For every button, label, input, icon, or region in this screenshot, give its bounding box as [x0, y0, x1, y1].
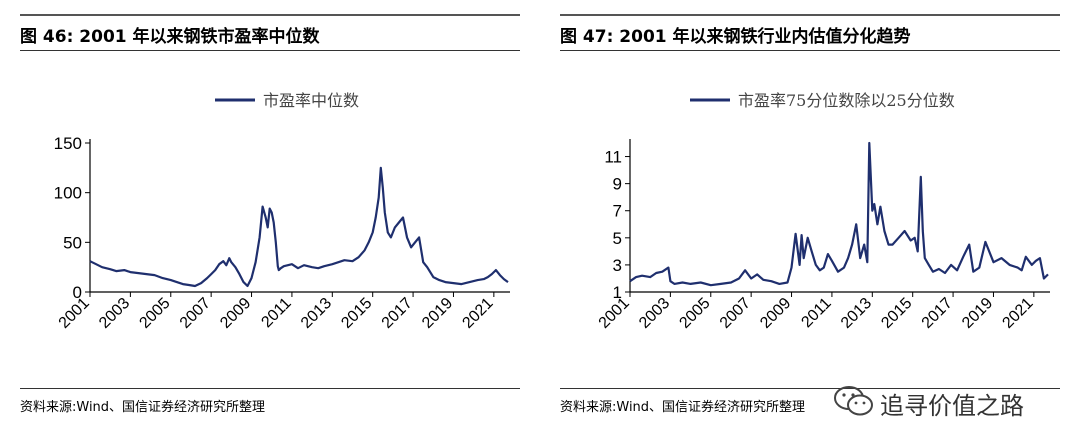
wechat-icon	[834, 386, 873, 416]
x-tick-label: 2015	[338, 295, 375, 332]
x-tick-label: 2013	[838, 295, 875, 332]
figure-title: 图 46: 2001 年以来钢铁市盈率中位数	[20, 27, 320, 47]
series-line	[629, 141, 1049, 287]
x-tick-label: 2019	[419, 295, 456, 332]
y-tick-label: 0	[73, 283, 82, 302]
x-tick-label: 2009	[757, 295, 794, 332]
legend-label: 市盈率中位数	[263, 91, 359, 110]
title-rule	[20, 50, 520, 51]
x-tick-label: 2003	[96, 295, 133, 332]
x-tick-label: 2005	[136, 295, 173, 332]
x-tick-label: 2007	[177, 295, 214, 332]
legend-label: 市盈率75分位数除以25分位数	[738, 91, 955, 110]
x-tick-label: 2015	[878, 295, 915, 332]
top-rule	[560, 14, 1060, 16]
watermark-text: 追寻价值之路	[880, 392, 1024, 420]
y-tick-label: 1	[613, 283, 622, 302]
x-tick-label: 2001	[56, 295, 93, 332]
top-rule	[20, 14, 520, 16]
series-line	[89, 166, 509, 288]
figure-title: 图 47: 2001 年以来钢铁行业内估值分化趋势	[560, 27, 911, 47]
y-tick-label: 7	[613, 202, 622, 221]
x-tick-label: 2017	[919, 295, 956, 332]
y-tick-label: 150	[54, 134, 82, 153]
x-tick-label: 2021	[459, 295, 496, 332]
x-tick-label: 2011	[258, 295, 294, 331]
title-rule	[560, 50, 1060, 51]
x-tick-label: 2019	[959, 295, 996, 332]
x-tick-label: 2003	[636, 295, 673, 332]
x-tick-label: 2007	[717, 295, 754, 332]
y-tick-label: 11	[604, 148, 622, 167]
y-tick-label: 50	[63, 233, 82, 252]
source-rule	[20, 388, 520, 389]
x-tick-label: 2009	[217, 295, 254, 332]
x-tick-label: 2001	[596, 295, 633, 332]
source-rule	[560, 388, 1060, 389]
y-tick-label: 5	[613, 229, 622, 248]
source-note: 资料来源:Wind、国信证券经济研究所整理	[560, 400, 806, 415]
x-tick-label: 2021	[999, 295, 1036, 332]
y-tick-label: 9	[613, 175, 622, 194]
x-tick-label: 2017	[379, 295, 416, 332]
x-tick-label: 2013	[298, 295, 335, 332]
y-tick-label: 100	[54, 184, 82, 203]
wechat-watermark: 追寻价值之路	[832, 384, 1062, 420]
x-tick-label: 2011	[798, 295, 834, 331]
source-note: 资料来源:Wind、国信证券经济研究所整理	[20, 400, 266, 415]
chart-panel-right: 图 47: 2001 年以来钢铁行业内估值分化趋势 市盈率75分位数除以25分位…	[560, 0, 1080, 445]
x-tick-label: 2005	[676, 295, 713, 332]
chart-panel-left: 图 46: 2001 年以来钢铁市盈率中位数 市盈率中位数 0 50 100 150 20…	[20, 0, 540, 445]
y-tick-label: 3	[613, 256, 622, 275]
